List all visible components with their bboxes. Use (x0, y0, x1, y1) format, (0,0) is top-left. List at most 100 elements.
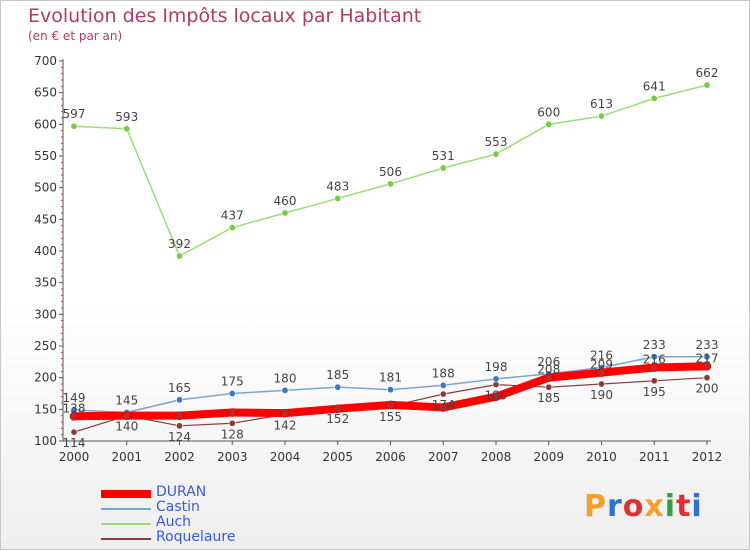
data-label-auch: 600 (537, 105, 560, 119)
logo-letter: t (676, 489, 692, 524)
x-tick-label: 2004 (270, 450, 301, 464)
data-label-auch: 662 (696, 66, 719, 80)
data-label-castin: 206 (537, 355, 560, 369)
data-label-castin: 180 (274, 371, 297, 385)
legend-swatch (101, 508, 151, 510)
legend-label: Roquelaure (156, 529, 236, 545)
data-point-castin (492, 375, 500, 383)
data-point-roquelaure (70, 428, 78, 436)
data-label-auch: 483 (326, 179, 349, 193)
x-tick-label: 2003 (217, 450, 248, 464)
data-point-duran (438, 403, 448, 412)
legend-swatch (101, 523, 151, 525)
data-point-auch (386, 180, 394, 188)
data-point-castin (228, 389, 236, 397)
data-label-roquelaure: 152 (326, 412, 349, 426)
data-point-auch (597, 112, 605, 120)
x-tick-label: 2012 (692, 450, 723, 464)
data-label-duran: 138 (63, 401, 86, 415)
x-tick-label: 2008 (481, 450, 512, 464)
data-point-auch (439, 164, 447, 172)
data-label-roquelaure: 128 (221, 427, 244, 441)
data-point-duran (544, 373, 554, 382)
data-point-roquelaure (597, 380, 605, 388)
logo-letter: P (584, 489, 607, 524)
data-point-auch (334, 194, 342, 202)
data-point-duran (280, 408, 290, 418)
x-tick-label: 2005 (322, 450, 353, 464)
legend-swatch (101, 490, 151, 498)
data-point-duran (69, 411, 79, 421)
data-label-castin: 181 (379, 371, 402, 385)
legend-label: DURAN (156, 484, 207, 500)
data-point-castin (176, 396, 184, 404)
data-point-duran (649, 363, 659, 372)
y-tick-label: 400 (34, 244, 57, 258)
data-label-castin: 188 (432, 366, 455, 380)
data-label-castin: 149 (63, 391, 86, 405)
data-point-auch (228, 224, 236, 232)
y-tick-label: 250 (34, 339, 57, 353)
data-point-castin (386, 386, 394, 394)
x-tick-label: 2007 (428, 450, 459, 464)
data-label-roquelaure: 185 (537, 391, 560, 405)
x-tick-label: 2009 (533, 450, 564, 464)
data-label-auch: 553 (485, 135, 508, 149)
chart-title: Evolution des Impôts locaux par Habitant (28, 5, 422, 27)
data-point-castin (439, 381, 447, 389)
data-label-duran: 217 (696, 351, 719, 365)
data-label-roquelaure: 190 (590, 388, 613, 402)
data-label-auch: 531 (432, 149, 455, 163)
data-point-auch (703, 81, 711, 89)
data-point-roquelaure (650, 377, 658, 385)
y-tick-label: 500 (34, 181, 57, 195)
data-point-roquelaure (228, 419, 236, 427)
y-tick-label: 600 (34, 117, 57, 131)
y-tick-label: 350 (34, 276, 57, 290)
proxiti-logo: Proxiti (584, 489, 703, 524)
data-point-duran (122, 411, 132, 420)
logo-letter: i (664, 489, 677, 524)
data-label-duran: 209 (590, 358, 613, 372)
x-tick-label: 2001 (111, 450, 142, 464)
data-point-duran (333, 404, 343, 414)
data-label-roquelaure: 124 (168, 430, 191, 444)
data-label-auch: 437 (221, 209, 244, 223)
x-tick-label: 2011 (639, 450, 670, 464)
data-point-duran (702, 361, 712, 371)
data-point-roquelaure (439, 390, 447, 398)
data-point-duran (491, 392, 501, 401)
y-tick-label: 150 (34, 402, 57, 416)
y-tick-label: 550 (34, 149, 57, 163)
data-label-roquelaure: 140 (115, 420, 138, 434)
data-label-roquelaure: 200 (696, 382, 719, 396)
data-point-duran (597, 368, 606, 377)
data-label-roquelaure: 142 (274, 418, 297, 432)
data-label-castin: 185 (326, 368, 349, 382)
data-point-duran (175, 411, 184, 420)
data-point-castin (334, 383, 342, 391)
data-point-auch (70, 122, 78, 130)
data-label-auch: 460 (274, 194, 297, 208)
data-label-castin: 145 (115, 394, 138, 408)
data-label-castin: 175 (221, 375, 244, 389)
legend-label: Castin (156, 499, 200, 515)
data-label-roquelaure: 174 (432, 398, 455, 412)
data-label-auch: 392 (168, 237, 191, 251)
data-label-roquelaure: 114 (63, 436, 86, 450)
data-label-castin: 233 (696, 338, 719, 352)
x-tick-label: 2006 (375, 450, 406, 464)
data-point-roquelaure (176, 422, 184, 430)
x-tick-label: 2002 (164, 450, 195, 464)
x-tick-label: 2010 (586, 450, 617, 464)
y-tick-label: 450 (34, 212, 57, 226)
data-label-auch: 597 (63, 107, 86, 121)
data-point-auch (123, 125, 131, 133)
data-point-auch (650, 94, 658, 102)
data-label-roquelaure: 189 (485, 389, 508, 403)
legend-label: Auch (156, 514, 192, 530)
y-tick-label: 200 (34, 371, 57, 385)
data-label-castin: 233 (643, 338, 666, 352)
legend-swatch (101, 538, 151, 540)
